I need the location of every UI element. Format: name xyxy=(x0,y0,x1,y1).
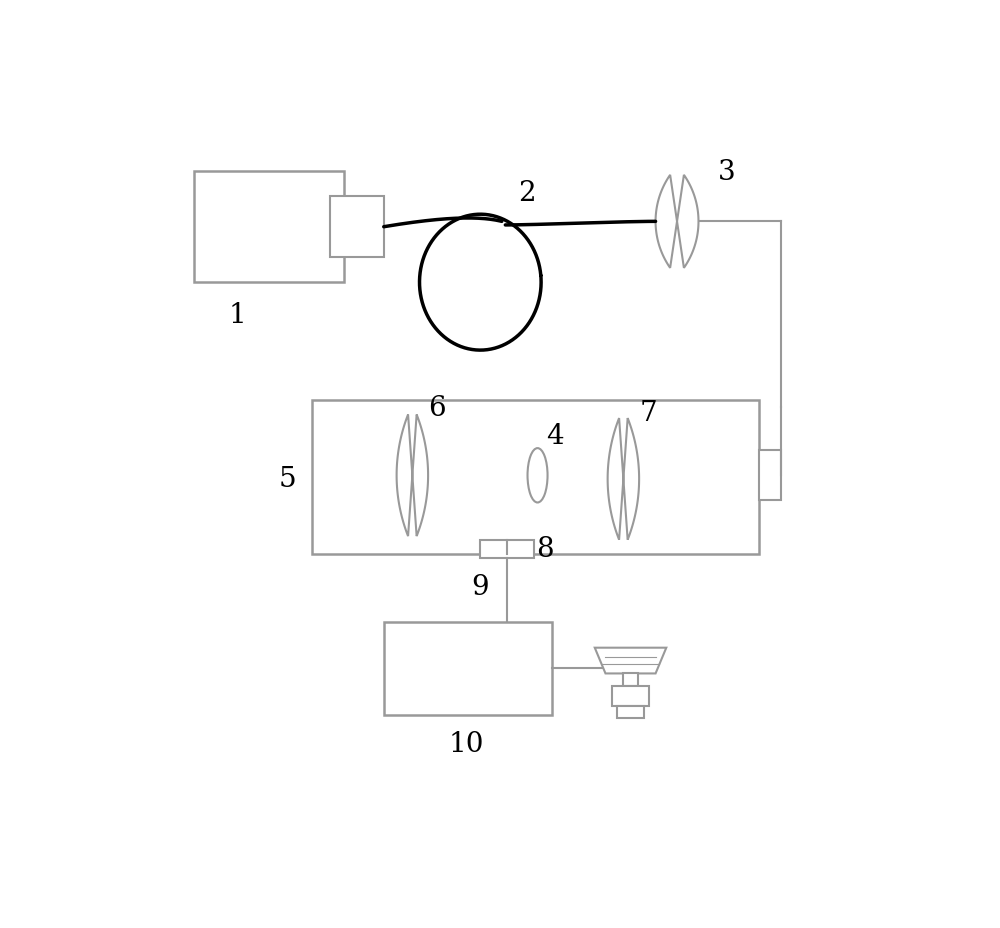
Bar xyxy=(312,401,759,554)
Polygon shape xyxy=(595,648,666,674)
Bar xyxy=(480,540,534,558)
Bar xyxy=(623,674,638,687)
Text: 3: 3 xyxy=(718,159,736,186)
Bar xyxy=(384,623,552,715)
Text: 10: 10 xyxy=(448,730,484,757)
Bar xyxy=(759,451,781,501)
Text: 8: 8 xyxy=(536,535,554,562)
Bar xyxy=(330,197,384,258)
Text: 2: 2 xyxy=(518,180,536,207)
Bar xyxy=(194,172,344,283)
Text: 1: 1 xyxy=(228,302,246,329)
Bar xyxy=(612,687,649,706)
Text: 9: 9 xyxy=(471,574,489,600)
Ellipse shape xyxy=(528,448,548,503)
Polygon shape xyxy=(608,419,639,540)
Bar xyxy=(617,706,644,718)
Text: 4: 4 xyxy=(547,423,564,450)
Text: 5: 5 xyxy=(278,466,296,493)
Text: 7: 7 xyxy=(640,399,657,426)
Polygon shape xyxy=(397,415,428,536)
Polygon shape xyxy=(656,175,698,268)
Text: 6: 6 xyxy=(429,394,446,421)
